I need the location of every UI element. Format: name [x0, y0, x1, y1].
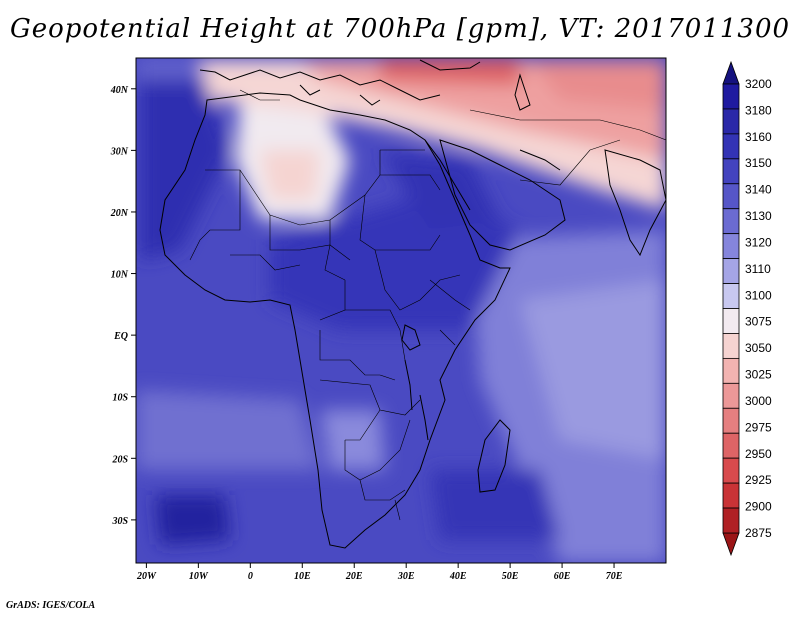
- colorbar-label: 3110: [745, 262, 771, 276]
- colorbar-label: 2875: [745, 526, 772, 540]
- y-tick-label: 40N: [110, 85, 129, 96]
- x-tick-label: 60E: [554, 571, 571, 582]
- x-tick-label: 10W: [189, 571, 209, 582]
- colorbar-swatch: [722, 158, 740, 185]
- height-field: [136, 58, 666, 563]
- colorbar-label: 3100: [745, 288, 772, 302]
- colorbar-label: 3140: [745, 183, 772, 197]
- colorbar-swatch: [722, 333, 740, 359]
- colorbar-swatch: [722, 183, 740, 210]
- x-tick-label: 20W: [136, 571, 157, 582]
- x-tick-label: 20E: [345, 571, 363, 582]
- y-tick-label: 20N: [110, 208, 129, 219]
- colorbar-swatch: [722, 407, 740, 434]
- y-tick-label: 10S: [112, 393, 128, 404]
- colorbar-label: 3025: [745, 368, 772, 382]
- colorbar-swatch: [722, 258, 740, 284]
- colorbar-label: 3050: [745, 341, 772, 355]
- credit-text: GrADS: IGES/COLA: [6, 600, 96, 611]
- plot-frame: [135, 57, 667, 564]
- y-tick-label: 30N: [110, 146, 129, 157]
- coastlines: [159, 59, 666, 549]
- x-tick-label: 70E: [606, 571, 623, 582]
- x-tick-label: 30E: [397, 571, 415, 582]
- colorbar-swatch: [722, 283, 740, 309]
- x-tick-label: 10E: [294, 571, 311, 582]
- colorbar-label: 2950: [745, 447, 772, 461]
- colorbar-swatch: [722, 83, 740, 110]
- colorbar-swatch: [722, 357, 740, 384]
- colorbar-swatch: [722, 133, 740, 160]
- colorbar-swatch: [722, 507, 740, 534]
- colorbar-swatch: [722, 108, 740, 135]
- colorbar-label: 3120: [745, 235, 772, 249]
- x-tick-label: 50E: [502, 571, 519, 582]
- x-axis: 20W 10W 0 10E 20E 30E 40E 50E 60E 70E: [136, 563, 623, 582]
- colorbar-label: 3160: [745, 130, 772, 144]
- colorbar-label: 2900: [745, 500, 772, 514]
- colorbar-swatch: [722, 208, 740, 235]
- colorbar-label: 3150: [745, 156, 772, 170]
- x-tick-label: 40E: [449, 571, 467, 582]
- country-borders: [189, 89, 666, 521]
- colorbar-swatch: [722, 482, 740, 509]
- colorbar-swatch: [722, 432, 740, 459]
- x-tick-label: 0: [248, 571, 253, 582]
- map-title: Geopotential Height at 700hPa [gpm], VT:…: [9, 14, 791, 44]
- colorbar-label: 3000: [745, 394, 772, 408]
- colorbar-top-arrow: [722, 60, 740, 85]
- colorbar-label: 3130: [745, 209, 772, 223]
- colorbar-bottom-arrow: [722, 532, 740, 557]
- colorbar-swatch: [722, 457, 740, 484]
- colorbar-label: 2925: [745, 473, 772, 487]
- colorbar-label: 2975: [745, 420, 772, 434]
- y-axis: 40N 30N 20N 10N EQ 10S 20S 30S: [110, 85, 136, 527]
- colorbar-label: 3200: [745, 77, 772, 91]
- y-tick-label: 20S: [111, 454, 128, 465]
- colorbar-swatch: [722, 382, 740, 409]
- colorbar-swatch: [722, 308, 740, 334]
- y-tick-label: EQ: [113, 331, 128, 342]
- colorbar-swatch: [722, 233, 740, 260]
- y-tick-label: 10N: [111, 270, 129, 281]
- colorbar: 3200 3180 3160 3150 3140 3130 3120 3110 3100 3075…: [722, 60, 772, 557]
- colorbar-label: 3180: [745, 103, 772, 117]
- y-tick-label: 30S: [111, 516, 128, 527]
- colorbar-label: 3075: [745, 315, 772, 329]
